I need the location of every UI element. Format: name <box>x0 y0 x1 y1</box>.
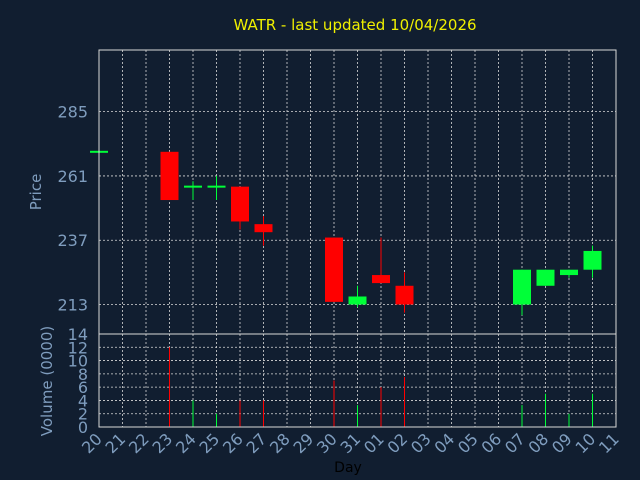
price-axis-label: Price <box>27 174 45 211</box>
volume-bars <box>169 347 593 427</box>
candle-body <box>160 151 179 201</box>
day-tick-label: 11 <box>595 429 623 457</box>
candles <box>90 150 602 316</box>
candle <box>160 151 179 201</box>
day-axis-label: Day <box>334 460 362 476</box>
candle-body <box>348 296 367 305</box>
candle-body <box>536 269 555 286</box>
volume-tick-label: 12 <box>68 338 88 357</box>
candle-body <box>184 185 202 188</box>
candle <box>536 269 555 286</box>
candle-body <box>231 186 249 222</box>
candle-body <box>254 224 273 233</box>
volume-panel-frame <box>98 333 617 428</box>
candle <box>583 245 602 278</box>
candle <box>348 285 367 308</box>
candle <box>184 181 202 201</box>
candle <box>254 216 273 246</box>
candle-body <box>325 237 343 302</box>
volume-tick-label: 14 <box>68 325 88 344</box>
candle-body <box>372 275 390 284</box>
candle-body <box>207 185 226 188</box>
volume-tick-label: 0 <box>78 418 88 437</box>
volume-tick-label: 2 <box>78 405 88 424</box>
candle <box>207 175 226 201</box>
candle <box>560 269 578 278</box>
price-tick-label: 261 <box>57 167 88 186</box>
candle-body <box>560 269 578 276</box>
candle-body <box>513 269 531 305</box>
price-tick-label: 285 <box>57 103 88 122</box>
candle-body <box>395 285 414 305</box>
candle <box>513 269 531 316</box>
volume-tick-label: 8 <box>78 365 88 384</box>
volume-axis-label: Volume (0000) <box>38 326 56 436</box>
candle <box>372 237 390 284</box>
price-tick-label: 213 <box>57 296 88 315</box>
candle-body <box>583 250 602 270</box>
price-tick-labels: 213 237 261 285 <box>57 103 88 315</box>
chart-title: WATR - last updated 10/04/2026 <box>233 16 476 34</box>
candle <box>325 237 343 302</box>
candle <box>395 272 414 313</box>
volume-tick-label: 10 <box>68 352 88 371</box>
candle <box>231 186 249 230</box>
price-tick-label: 237 <box>57 231 88 250</box>
volume-tick-label: 4 <box>78 391 88 410</box>
volume-tick-label: 6 <box>78 378 88 397</box>
day-tick-labels: 2021222324252627282930310102030405060708… <box>78 429 623 457</box>
